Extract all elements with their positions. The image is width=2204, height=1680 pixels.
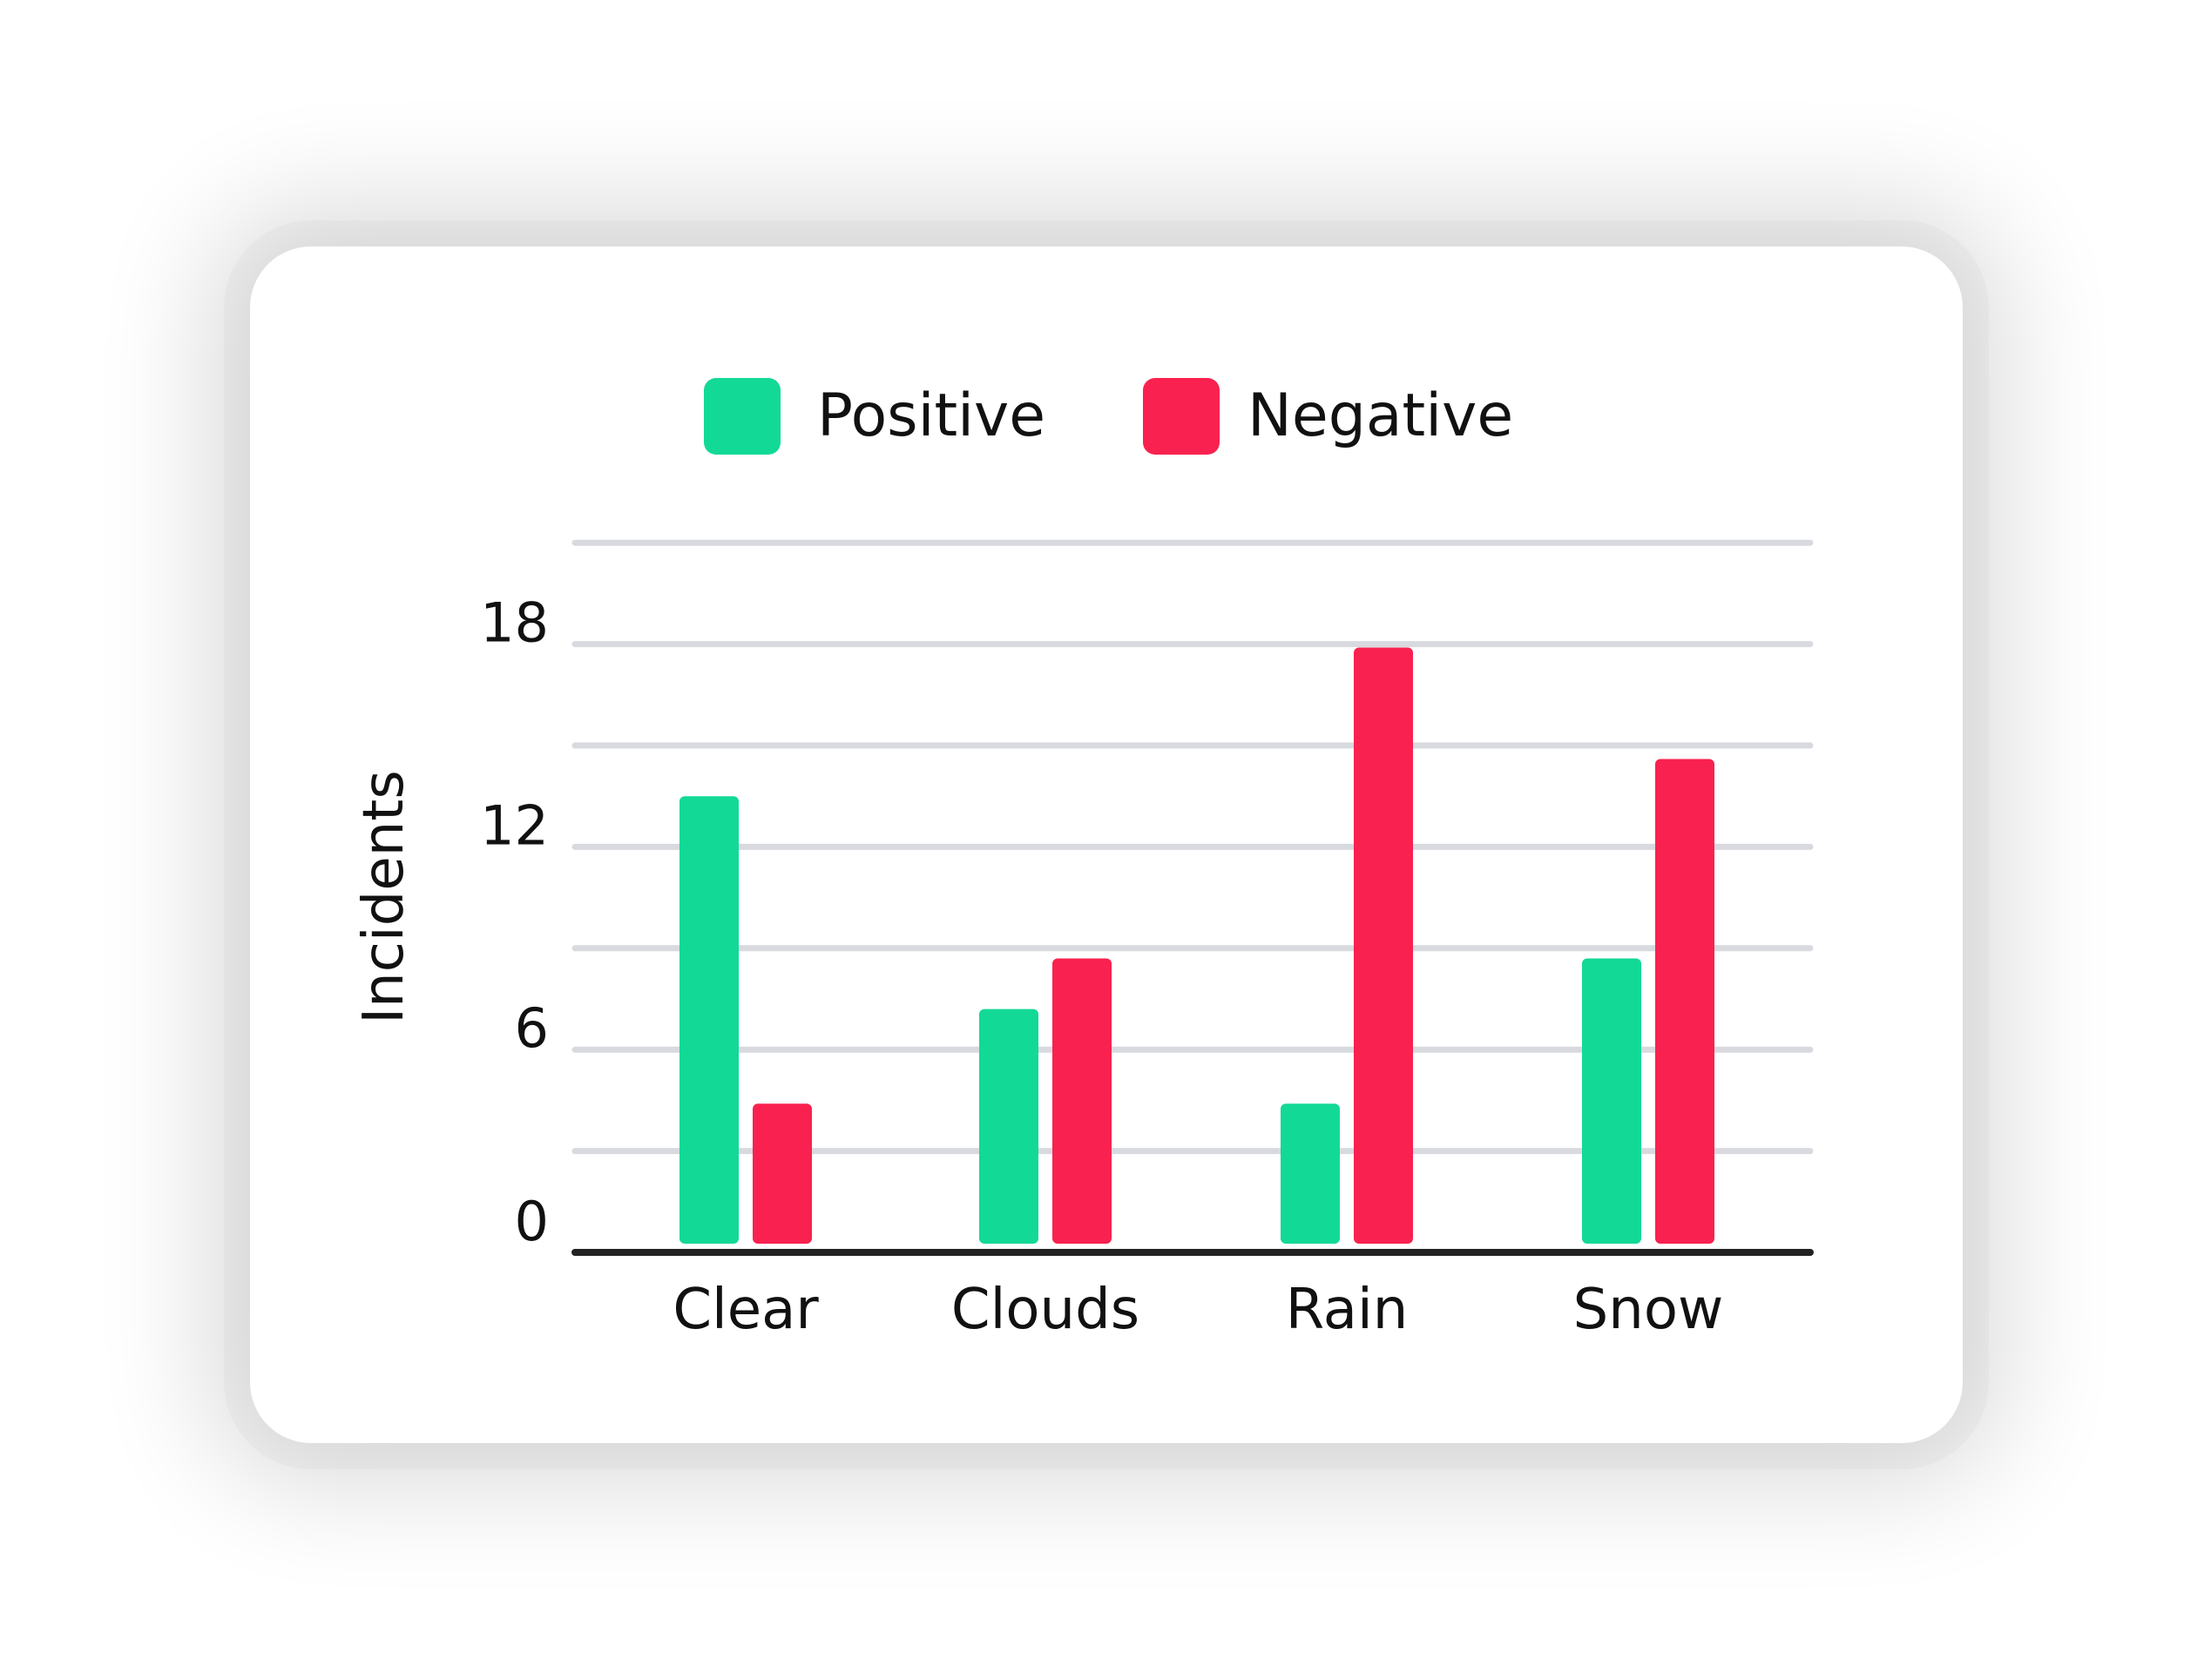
legend-swatch-negative: [1143, 378, 1220, 455]
legend-swatch-positive: [704, 378, 781, 455]
x-category-label: Clouds: [951, 1278, 1139, 1342]
x-category-label: Snow: [1573, 1278, 1724, 1342]
legend-label-negative: Negative: [1247, 381, 1513, 450]
x-category-label: Clear: [673, 1278, 819, 1342]
y-axis-ticks: 0 6 12 18: [480, 591, 549, 1253]
y-tick-label: 0: [515, 1190, 549, 1253]
bar-negative-clear: [753, 1103, 812, 1244]
bar-positive-rain: [1281, 1103, 1340, 1244]
legend-label-positive: Positive: [817, 381, 1045, 450]
bar-positive-clear: [679, 796, 739, 1244]
bar-negative-snow: [1655, 759, 1714, 1244]
y-tick-label: 6: [515, 996, 549, 1060]
y-tick-label: 18: [480, 591, 549, 655]
x-axis-categories: Clear Clouds Rain Snow: [673, 1278, 1723, 1342]
x-category-label: Rain: [1286, 1278, 1409, 1342]
bar-positive-clouds: [979, 1009, 1038, 1244]
bar-negative-clouds: [1052, 958, 1112, 1244]
y-tick-label: 12: [480, 793, 549, 857]
legend: Positive Negative: [704, 378, 1513, 455]
y-axis-title: Incidents: [352, 770, 416, 1023]
bar-negative-rain: [1354, 647, 1413, 1244]
bars: [679, 647, 1714, 1244]
bar-positive-snow: [1582, 958, 1641, 1244]
